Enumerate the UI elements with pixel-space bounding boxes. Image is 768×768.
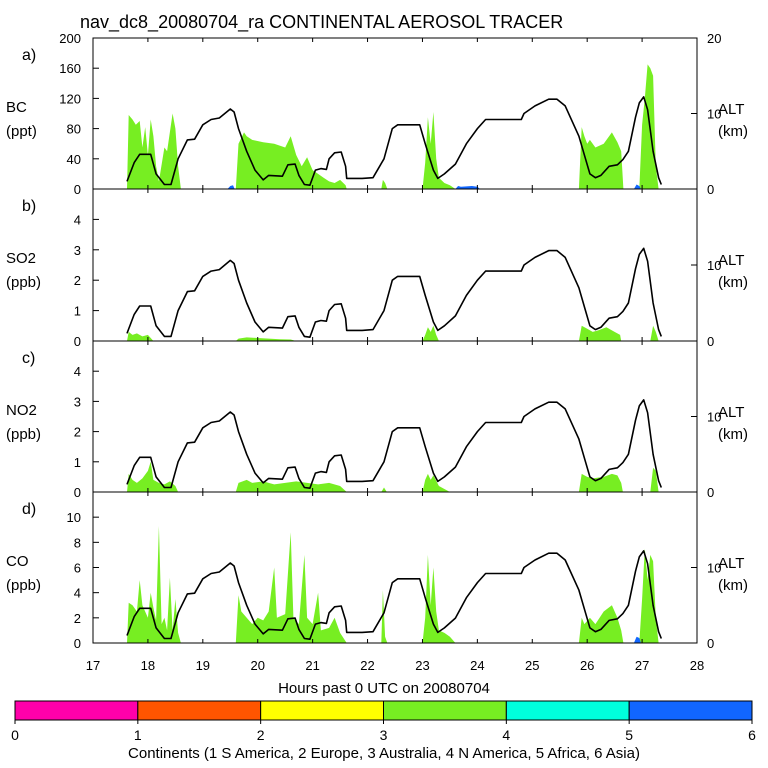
- alt-axis-label: ALT: [718, 101, 744, 118]
- x-tick-label: 24: [470, 658, 484, 673]
- alt-tick-label: 0: [707, 182, 714, 197]
- x-tick-label: 21: [305, 658, 319, 673]
- y-tick-label: 160: [59, 61, 81, 76]
- panel-so2: 0 1 2 3 4 0 10 b) SO2 (ppb) ALT (km): [6, 188, 748, 349]
- y-tick-label: 2: [74, 425, 81, 440]
- x-tick-label: 25: [525, 658, 539, 673]
- alt-tick-label: 20: [707, 31, 721, 46]
- legend-tick-label: 5: [625, 727, 633, 743]
- y-tick-label: 1: [74, 455, 81, 470]
- y-tick-label: 10: [67, 510, 81, 525]
- x-tick-label: 19: [196, 658, 210, 673]
- alt-tick-label: 0: [707, 636, 714, 651]
- panel-letter: a): [22, 47, 36, 64]
- alt-tick-label: 10: [707, 107, 721, 122]
- legend-swatch-3-4: [383, 700, 507, 721]
- legend-title: Continents (1 S America, 2 Europe, 3 Aus…: [128, 745, 640, 762]
- x-tick-label: 20: [250, 658, 264, 673]
- x-tick-label: 22: [360, 658, 374, 673]
- tracer-area-n-america: [127, 526, 659, 643]
- legend-tick-label: 4: [502, 727, 510, 743]
- panel-letter: b): [22, 198, 36, 215]
- alt-tick-label: 0: [707, 485, 714, 500]
- alt-axis-label: ALT: [718, 555, 744, 572]
- legend-tick-label: 3: [380, 727, 388, 743]
- alt-axis-unit: (km): [718, 426, 748, 443]
- legend-swatch-1-2: [137, 700, 262, 721]
- x-axis-label: Hours past 0 UTC on 20080704: [278, 680, 490, 697]
- altitude-line: [126, 399, 663, 490]
- y-tick-label: 4: [74, 586, 81, 601]
- unit-label: (ppt): [6, 123, 37, 140]
- y-tick-label: 3: [74, 394, 81, 409]
- unit-label: (ppb): [6, 274, 41, 291]
- tracer-area-asia: [633, 636, 641, 643]
- legend-tick-label: 1: [134, 727, 142, 743]
- y-tick-label: 4: [74, 364, 81, 379]
- alt-tick-label: 10: [707, 410, 721, 425]
- unit-label: (ppb): [6, 577, 41, 594]
- y-tick-label: 4: [74, 212, 81, 227]
- legend-swatch-0-1: [14, 700, 139, 721]
- y-tick-label: 2: [74, 273, 81, 288]
- legend-swatch-2-3: [260, 700, 384, 721]
- y-tick-label: 2: [74, 611, 81, 626]
- panel-co: 0 2 4 6 8 10 0 10 d) CO (ppb) ALT (km): [6, 491, 748, 651]
- species-label: BC: [6, 99, 27, 116]
- x-tick-label: 28: [690, 658, 704, 673]
- panel-bc: 0 40 80 120 160 200 0 10 20 a) BC (ppt) ALT (km): [6, 31, 748, 197]
- y-tick-label: 6: [74, 561, 81, 576]
- alt-tick-label: 10: [707, 561, 721, 576]
- y-tick-label: 3: [74, 243, 81, 258]
- y-tick-label: 0: [74, 636, 81, 651]
- species-label: CO: [6, 553, 29, 570]
- alt-tick-label: 0: [707, 334, 714, 349]
- altitude-line: [126, 550, 663, 641]
- alt-axis-unit: (km): [718, 577, 748, 594]
- y-tick-label: 1: [74, 304, 81, 319]
- legend-swatch-5-6: [628, 700, 753, 721]
- tracer-area-n-america: [127, 325, 659, 341]
- panel-letter: d): [22, 501, 36, 518]
- chart-title: nav_dc8_20080704_ra CONTINENTAL AEROSOL …: [80, 12, 563, 33]
- tracer-area-n-america: [127, 64, 659, 189]
- y-tick-label: 0: [74, 182, 81, 197]
- altitude-line: [126, 96, 663, 186]
- legend-tick-label: 2: [257, 727, 265, 743]
- y-tick-label: 8: [74, 535, 81, 550]
- species-label: NO2: [6, 402, 37, 419]
- y-tick-label: 0: [74, 485, 81, 500]
- x-tick-label: 23: [415, 658, 429, 673]
- legend-tick-label: 6: [748, 727, 756, 743]
- alt-axis-unit: (km): [718, 123, 748, 140]
- x-tick-label: 26: [580, 658, 594, 673]
- x-tick-label: 27: [635, 658, 649, 673]
- alt-axis-label: ALT: [718, 252, 744, 269]
- unit-label: (ppb): [6, 426, 41, 443]
- y-tick-label: 40: [67, 152, 81, 167]
- y-tick-label: 200: [59, 31, 81, 46]
- alt-tick-label: 10: [707, 258, 721, 273]
- panel-letter: c): [22, 350, 35, 367]
- tracer-area-n-america: [127, 461, 659, 492]
- x-tick-label: 17: [86, 658, 100, 673]
- species-label: SO2: [6, 250, 36, 267]
- panel-frame: [92, 188, 698, 342]
- alt-axis-unit: (km): [718, 274, 748, 291]
- legend-tick-label: 0: [11, 727, 19, 743]
- x-tick-label: 18: [141, 658, 155, 673]
- legend-swatch-4-5: [505, 700, 630, 721]
- panel-frame: [92, 340, 698, 493]
- alt-axis-label: ALT: [718, 404, 744, 421]
- panel-no2: 0 1 2 3 4 0 10 c) NO2 (ppb) ALT (km): [6, 340, 748, 500]
- altitude-line: [126, 247, 663, 339]
- y-tick-label: 120: [59, 91, 81, 106]
- y-tick-label: 0: [74, 334, 81, 349]
- y-tick-label: 80: [67, 122, 81, 137]
